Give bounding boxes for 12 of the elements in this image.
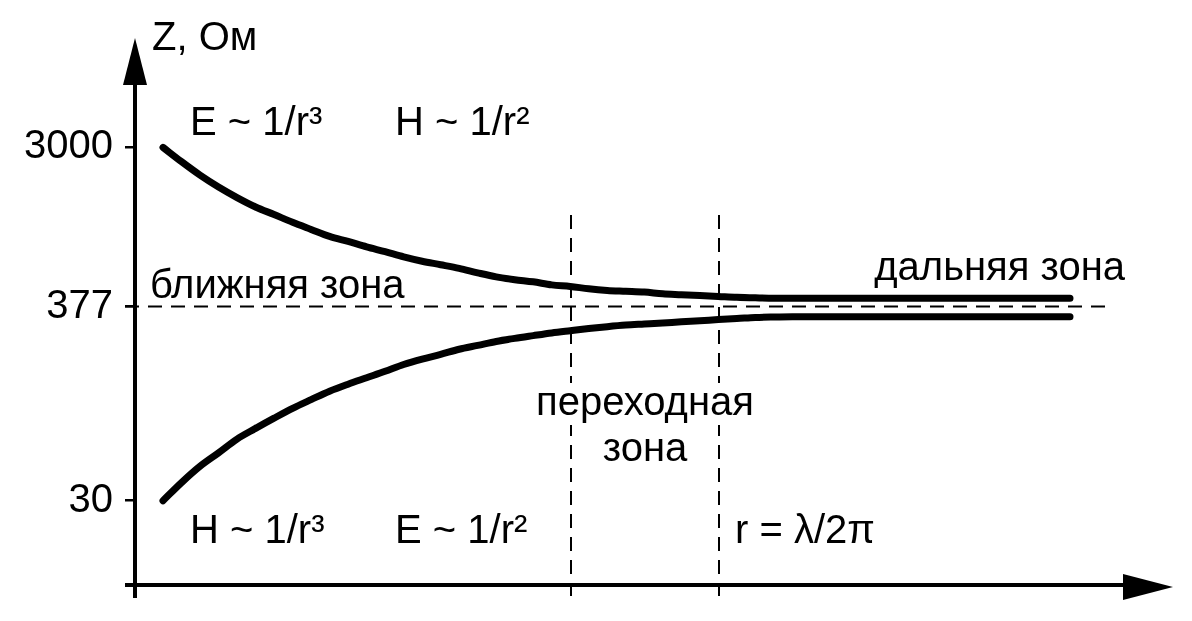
annotation: ближняя зона bbox=[150, 262, 406, 306]
annotation: дальняя зона bbox=[874, 244, 1126, 288]
annotation: H ~ 1/r³ bbox=[190, 507, 325, 551]
y-tick-label: 3000 bbox=[24, 122, 113, 167]
y-tick-label: 377 bbox=[46, 281, 113, 326]
y-tick-label: 30 bbox=[68, 475, 113, 520]
annotation: r = λ/2π bbox=[735, 507, 875, 551]
annotation: H ~ 1/r² bbox=[395, 99, 530, 143]
annotation: переходная зона bbox=[536, 379, 754, 469]
y-axis-title: Z, Ом bbox=[152, 14, 258, 58]
annotation: E ~ 1/r² bbox=[395, 507, 528, 551]
annotation: E ~ 1/r³ bbox=[190, 99, 323, 143]
